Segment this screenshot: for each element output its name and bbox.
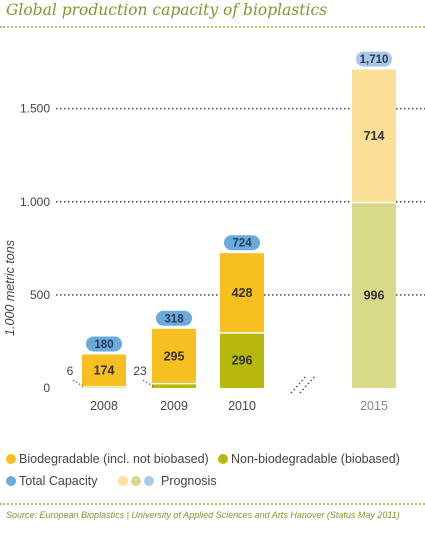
bar-biodegradable-2010 bbox=[220, 253, 264, 333]
value-label-biodegradable-2009: 295 bbox=[164, 349, 185, 363]
legend-label-non-biodegradable: Non-biodegradable (biobased) bbox=[231, 452, 400, 466]
bar-biodegradable-2008 bbox=[82, 354, 126, 387]
y-tick-label: 1.000 bbox=[20, 195, 50, 209]
bar-non-biodegradable-2009 bbox=[152, 383, 196, 388]
total-label-2015: 1,710 bbox=[360, 54, 389, 66]
value-leader-line bbox=[72, 379, 85, 388]
legend-label-biodegradable: Biodegradable (incl. not biobased) bbox=[19, 452, 209, 466]
legend-item-total: Total Capacity bbox=[6, 474, 98, 488]
legend-swatch-biodegradable bbox=[6, 454, 16, 464]
source-note: Source: European Bioplastics | Universit… bbox=[6, 510, 400, 520]
legend-swatch-non-biodegradable bbox=[218, 454, 228, 464]
bar-non-biodegradable-2010 bbox=[220, 332, 264, 388]
legend-label-total: Total Capacity bbox=[19, 474, 98, 488]
total-badge-2008 bbox=[86, 336, 122, 352]
x-tick-label-2015: 2015 bbox=[360, 399, 388, 413]
legend-item-prognosis: Prognosis bbox=[118, 474, 217, 488]
legend-swatch-prognosis-biodegradable bbox=[118, 476, 128, 486]
total-label-2008: 180 bbox=[94, 339, 113, 351]
bar-biodegradable-2015 bbox=[352, 69, 396, 203]
value-label-non-biodegradable-2009: 23 bbox=[133, 364, 147, 378]
x-tick-label-2009: 2009 bbox=[160, 399, 188, 413]
title-divider bbox=[0, 26, 425, 28]
total-badge-2010 bbox=[224, 235, 260, 251]
y-axis-label: 1.000 metric tons bbox=[3, 240, 17, 336]
legend-label-prognosis: Prognosis bbox=[161, 474, 217, 488]
x-tick-label-2008: 2008 bbox=[90, 399, 118, 413]
value-label-biodegradable-2015: 714 bbox=[364, 129, 385, 143]
bar-non-biodegradable-2015 bbox=[352, 202, 396, 388]
value-label-non-biodegradable-2010: 296 bbox=[232, 353, 253, 367]
y-tick-label: 1.500 bbox=[20, 102, 50, 116]
y-tick-label: 500 bbox=[30, 288, 50, 302]
value-label-biodegradable-2008: 174 bbox=[94, 364, 115, 378]
value-label-non-biodegradable-2008: 6 bbox=[67, 364, 74, 378]
total-label-2009: 318 bbox=[164, 313, 184, 325]
legend-item-biodegradable: Biodegradable (incl. not biobased) bbox=[6, 452, 209, 466]
value-label-biodegradable-2010: 428 bbox=[232, 286, 253, 300]
total-label-2010: 724 bbox=[232, 238, 252, 250]
y-tick-label: 0 bbox=[43, 381, 50, 395]
chart-title: Global production capacity of bioplastic… bbox=[6, 1, 328, 19]
value-label-non-biodegradable-2015: 996 bbox=[364, 288, 385, 302]
x-tick-label-2010: 2010 bbox=[228, 399, 256, 413]
legend-item-non-biodegradable: Non-biodegradable (biobased) bbox=[218, 452, 400, 466]
total-badge-2009 bbox=[156, 310, 192, 326]
axis-break-mark bbox=[299, 375, 316, 394]
bar-chart: 0 500 1.000 1.500 1.000 metric tons 174 6 180 20… bbox=[3, 51, 425, 413]
axis-break-mark bbox=[290, 375, 307, 394]
legend-swatch-total bbox=[6, 476, 16, 486]
legend-swatch-prognosis-non-biodegradable bbox=[131, 476, 141, 486]
total-badge-2015 bbox=[356, 51, 392, 67]
bar-biodegradable-2009 bbox=[152, 328, 196, 384]
source-divider bbox=[0, 503, 425, 505]
value-leader-line bbox=[142, 379, 155, 388]
legend-swatch-prognosis-total bbox=[144, 476, 154, 486]
